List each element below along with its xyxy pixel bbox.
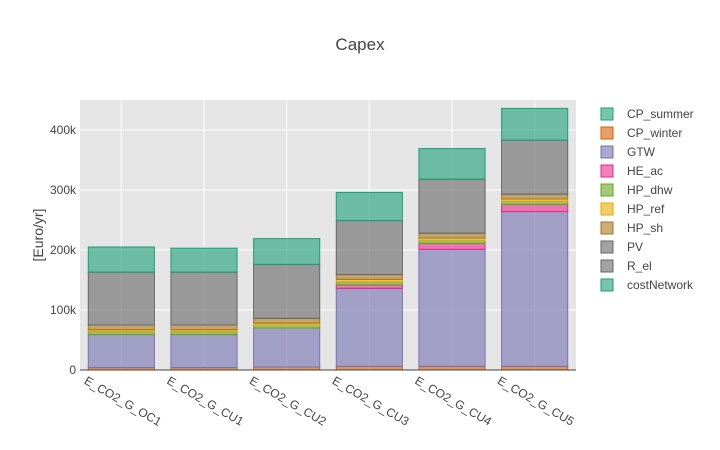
y-tick-label: 400k [50,123,77,137]
legend-label: HE_ac [627,164,663,178]
legend-item-he-ac[interactable]: HE_ac [600,164,663,178]
bar-segment-costnetwork[interactable] [418,148,486,180]
bar-segment-r-el[interactable] [253,263,321,319]
legend-swatch [600,240,614,254]
bars-layer [87,107,569,371]
bar-segment-gtw[interactable] [253,327,321,368]
bar-segment-hp-sh[interactable] [253,317,321,324]
bar-segment-costnetwork[interactable] [87,246,155,273]
bar-segment-hp-sh[interactable] [87,324,155,331]
legend-item-r-el[interactable]: R_el [600,259,652,273]
bar-segment-he-ac[interactable] [418,242,486,250]
x-tick-label: E_CO2_G_CU1 [165,373,247,428]
legend-label: GTW [627,145,656,159]
legend-item-cp-winter[interactable]: CP_winter [600,126,682,140]
bar-segment-r-el[interactable] [418,178,486,234]
y-tick-label: 100k [50,303,77,317]
legend-item-hp-sh[interactable]: HP_sh [600,221,663,235]
x-tick-label: E_CO2_G_CU5 [495,373,577,428]
bar-segment-gtw[interactable] [335,287,403,367]
bar-segment-r-el[interactable] [335,220,403,276]
y-axis-title: [Euro/yr] [30,209,46,262]
chart-title: Capex [335,35,385,54]
legend-label: HP_sh [627,221,663,235]
legend-item-costnetwork[interactable]: costNetwork [600,278,694,292]
bar-segment-hp-sh[interactable] [501,193,569,200]
legend-swatch [600,221,614,235]
legend-item-hp-dhw[interactable]: HP_dhw [600,183,673,197]
bar-segment-r-el[interactable] [501,139,569,195]
legend-swatch [600,164,614,178]
bar-segment-gtw[interactable] [87,334,155,369]
bar-segment-cp-winter[interactable] [335,365,403,371]
bar-segment-cp-winter[interactable] [418,365,486,371]
bar-segment-r-el[interactable] [170,271,238,326]
legend-swatch [600,107,614,121]
plot-background [80,100,576,370]
bar-segment-gtw[interactable] [501,211,569,367]
bar-segment-costnetwork[interactable] [253,238,321,265]
legend-label: CP_summer [627,107,694,121]
bar-segment-costnetwork[interactable] [170,247,238,273]
legend-swatch [600,183,614,197]
legend-item-pv[interactable]: PV [600,240,643,254]
y-tick-labels: 0 100k 200k 300k 400k [50,123,77,377]
bar-segment-costnetwork[interactable] [335,191,403,222]
bar-segment-cp-winter[interactable] [501,365,569,371]
bar-segment-gtw[interactable] [418,248,486,367]
legend-swatch [600,126,614,140]
legend-swatch [600,145,614,159]
bar-segment-hp-sh[interactable] [170,324,238,331]
x-tick-labels: E_CO2_G_OC1 E_CO2_G_CU1 E_CO2_G_CU2 E_CO2_G… [82,373,577,429]
legend-label: HP_dhw [627,183,673,197]
y-tick-label: 300k [50,183,77,197]
y-tick-label: 0 [69,363,76,377]
legend-label: HP_ref [627,202,665,216]
x-tick-label: E_CO2_G_CU2 [247,373,329,428]
legend-label: PV [627,240,643,254]
legend-label: costNetwork [627,278,694,292]
legend-item-cp-summer[interactable]: CP_summer [600,107,694,121]
legend: CP_summer CP_winter GTW HE_ac HP_dhw HP_ref HP… [600,107,694,292]
legend-swatch [600,278,614,292]
bar-segment-hp-sh[interactable] [335,274,403,280]
bar-segment-costnetwork[interactable] [501,107,569,141]
y-tick-label: 200k [50,243,77,257]
bar-segment-he-ac[interactable] [335,284,403,289]
bar-segment-hp-sh[interactable] [418,232,486,239]
x-tick-label: E_CO2_G_OC1 [82,373,164,429]
legend-swatch [600,259,614,273]
legend-item-gtw[interactable]: GTW [600,145,656,159]
legend-label: CP_winter [627,126,682,140]
legend-label: R_el [627,259,652,273]
x-tick-label: E_CO2_G_CU4 [413,373,495,428]
bar-segment-gtw[interactable] [170,334,238,369]
legend-swatch [600,202,614,216]
legend-item-hp-ref[interactable]: HP_ref [600,202,665,216]
x-tick-label: E_CO2_G_CU3 [330,373,412,428]
bar-segment-r-el[interactable] [87,271,155,326]
bar-segment-he-ac[interactable] [501,203,569,213]
